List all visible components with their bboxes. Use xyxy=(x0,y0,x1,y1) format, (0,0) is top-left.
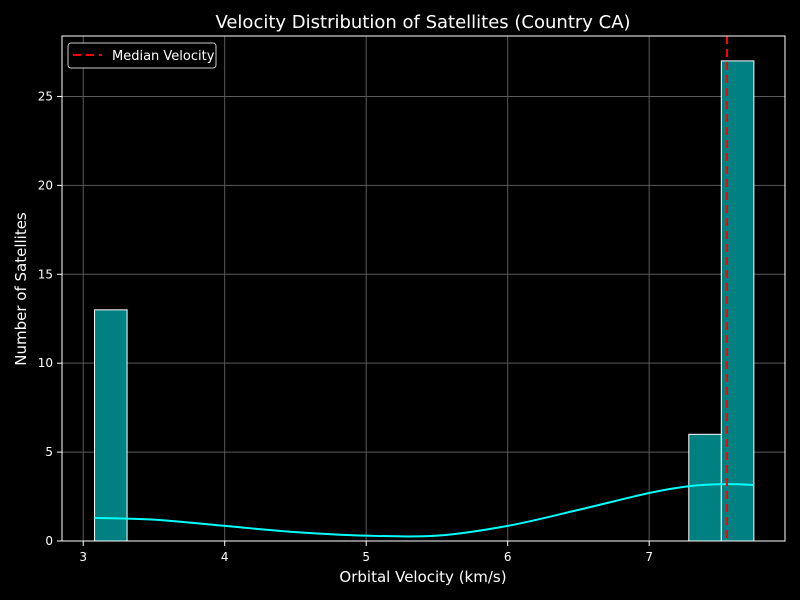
x-tick-label: 6 xyxy=(504,550,512,564)
x-axis-label: Orbital Velocity (km/s) xyxy=(339,568,506,586)
legend-box xyxy=(67,42,217,69)
x-tick-label: 4 xyxy=(221,550,229,564)
y-tick-label: 0 xyxy=(45,534,53,548)
y-tick-label: 20 xyxy=(38,178,53,192)
y-tick-label: 25 xyxy=(38,89,53,103)
plot-area xyxy=(61,35,786,542)
legend: Median Velocity xyxy=(67,42,217,69)
x-tick-label: 5 xyxy=(362,550,370,564)
grid-lines xyxy=(62,36,785,542)
x-axis-ticks: 3 4 5 6 7 xyxy=(79,541,653,564)
x-tick-label: 7 xyxy=(645,550,653,564)
chart-title: Velocity Distribution of Satellites (Cou… xyxy=(215,12,630,33)
y-tick-label: 15 xyxy=(38,267,53,281)
y-tick-label: 10 xyxy=(38,356,53,370)
y-tick-label: 5 xyxy=(45,445,53,459)
y-axis-label: Number of Satellites xyxy=(12,212,30,366)
histogram-bar xyxy=(688,433,722,542)
legend-median-label: Median Velocity xyxy=(112,49,215,64)
y-axis-ticks: 0 5 10 15 20 25 xyxy=(38,89,62,548)
plot-frame xyxy=(61,35,786,542)
histogram-bar xyxy=(94,309,128,542)
x-tick-label: 3 xyxy=(79,550,87,564)
kde-curve xyxy=(94,483,754,538)
